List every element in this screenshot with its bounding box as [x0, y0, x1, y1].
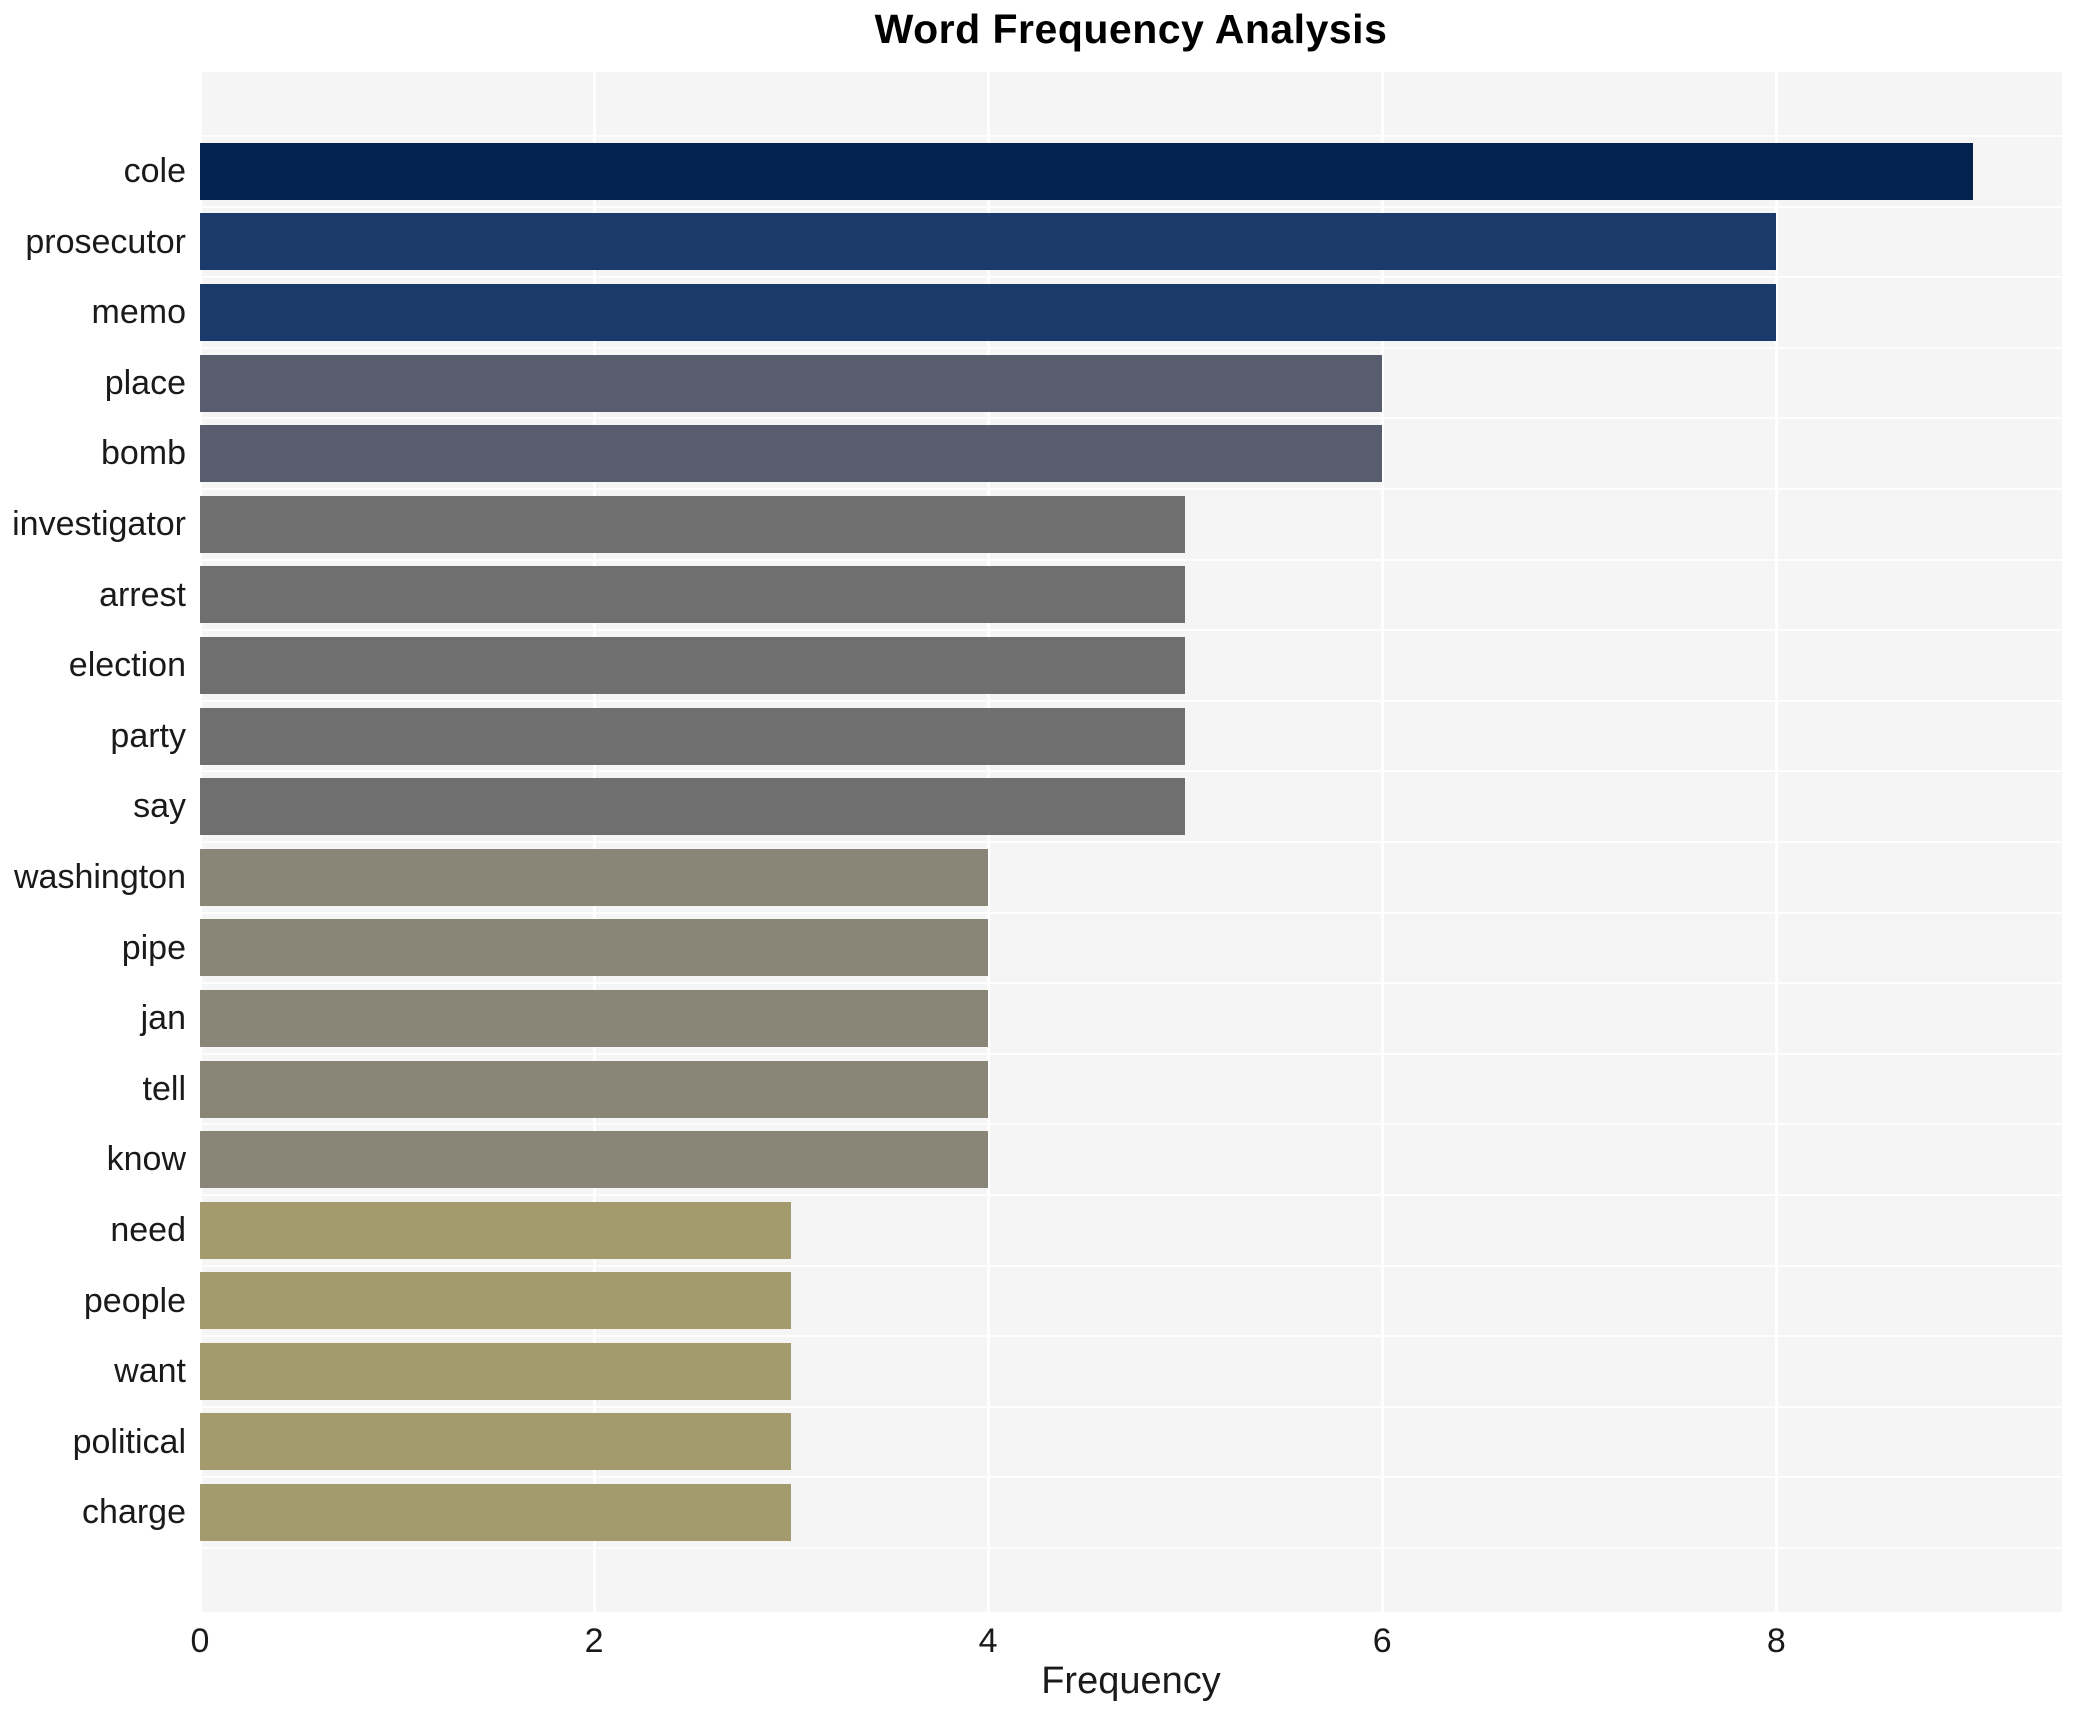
gridline-y-5: [200, 488, 2062, 490]
y-label-investigator: investigator: [12, 504, 186, 543]
gridline-y-15: [200, 1194, 2062, 1196]
gridline-y-10: [200, 841, 2062, 843]
gridline-y-6: [200, 558, 2062, 561]
x-tick-2: 2: [584, 1622, 604, 1660]
bar-memo: [200, 283, 1777, 341]
x-tick-4: 4: [978, 1622, 998, 1660]
bar-want: [200, 1342, 792, 1400]
y-label-need: need: [110, 1210, 186, 1249]
y-label-place: place: [104, 363, 186, 402]
bar-pipe: [200, 919, 989, 977]
bar-row-want: [200, 1336, 2062, 1407]
bar-row-people: [200, 1266, 2062, 1337]
y-label-want: want: [114, 1352, 186, 1391]
bar-row-pipe: [200, 913, 2062, 984]
gridline-y-3: [200, 346, 2062, 349]
y-label-jan: jan: [140, 999, 186, 1038]
gridline-y-18: [200, 1405, 2062, 1408]
gridline-y-9: [200, 770, 2062, 773]
gridline-y-7: [200, 629, 2062, 632]
bar-row-say: [200, 771, 2062, 842]
x-tick-0: 0: [190, 1622, 210, 1660]
y-label-know: know: [106, 1140, 186, 1179]
bars-container: [200, 136, 2062, 1548]
bar-bomb: [200, 425, 1383, 483]
bar-row-know: [200, 1124, 2062, 1195]
bar-row-memo: [200, 277, 2062, 348]
gridline-y-8: [200, 699, 2062, 702]
y-label-people: people: [83, 1281, 186, 1320]
bar-tell: [200, 1060, 989, 1118]
bar-know: [200, 1131, 989, 1189]
bar-row-washington: [200, 842, 2062, 913]
gridline-y-11: [200, 911, 2062, 914]
bar-row-prosecutor: [200, 207, 2062, 278]
gridline-y-16: [200, 1264, 2062, 1267]
bar-need: [200, 1201, 792, 1259]
x-tick-6: 6: [1372, 1622, 1392, 1660]
y-label-cole: cole: [123, 152, 186, 190]
y-axis-labels: cole prosecutor memo place bomb investigator a…: [0, 136, 186, 1548]
x-axis-label: Frequency: [1041, 1660, 1221, 1702]
bar-row-party: [200, 701, 2062, 772]
bar-washington: [200, 848, 989, 906]
bar-row-investigator: [200, 489, 2062, 560]
y-label-washington: washington: [13, 857, 186, 896]
gridline-y-2: [200, 276, 2062, 279]
bar-political: [200, 1413, 792, 1471]
y-label-memo: memo: [91, 293, 186, 332]
x-tick-8: 8: [1766, 1622, 1786, 1660]
gridline-y-20: [200, 1547, 2062, 1549]
bar-cole: [200, 142, 1974, 200]
gridline-y-14: [200, 1123, 2062, 1126]
y-label-bomb: bomb: [100, 434, 186, 473]
y-label-say: say: [133, 787, 186, 826]
gridline-y-19: [200, 1476, 2062, 1479]
bar-row-arrest: [200, 560, 2062, 631]
bar-row-need: [200, 1195, 2062, 1266]
bar-row-cole: [200, 136, 2062, 207]
bar-say: [200, 778, 1186, 836]
bar-row-tell: [200, 1054, 2062, 1125]
y-label-political: political: [72, 1422, 186, 1461]
x-axis-ticks: 0 2 4 6 8: [0, 1620, 2080, 1662]
bar-prosecutor: [200, 213, 1777, 271]
gridline-y-12: [200, 982, 2062, 985]
y-label-arrest: arrest: [99, 575, 186, 614]
bar-arrest: [200, 566, 1186, 624]
bar-investigator: [200, 495, 1186, 553]
gridline-y-0: [200, 135, 2062, 137]
y-label-pipe: pipe: [121, 928, 186, 967]
gridline-y-17: [200, 1335, 2062, 1338]
bar-row-charge: [200, 1477, 2062, 1548]
plot-area: [199, 72, 2062, 1612]
chart-title: Word Frequency Analysis: [874, 6, 1388, 52]
bar-row-bomb: [200, 418, 2062, 489]
bar-row-jan: [200, 983, 2062, 1054]
bar-jan: [200, 989, 989, 1047]
y-label-tell: tell: [142, 1069, 186, 1108]
bar-place: [200, 354, 1383, 412]
bar-election: [200, 636, 1186, 694]
gridline-y-1: [200, 205, 2062, 208]
y-label-party: party: [110, 716, 186, 755]
bar-people: [200, 1272, 792, 1330]
bar-row-place: [200, 348, 2062, 419]
y-label-election: election: [68, 646, 186, 685]
bar-party: [200, 707, 1186, 765]
y-label-charge: charge: [82, 1493, 186, 1532]
bar-row-election: [200, 630, 2062, 701]
bar-row-political: [200, 1407, 2062, 1478]
gridline-y-4: [200, 417, 2062, 420]
gridline-y-13: [200, 1052, 2062, 1055]
y-label-prosecutor: prosecutor: [25, 222, 186, 261]
bar-charge: [200, 1484, 792, 1542]
